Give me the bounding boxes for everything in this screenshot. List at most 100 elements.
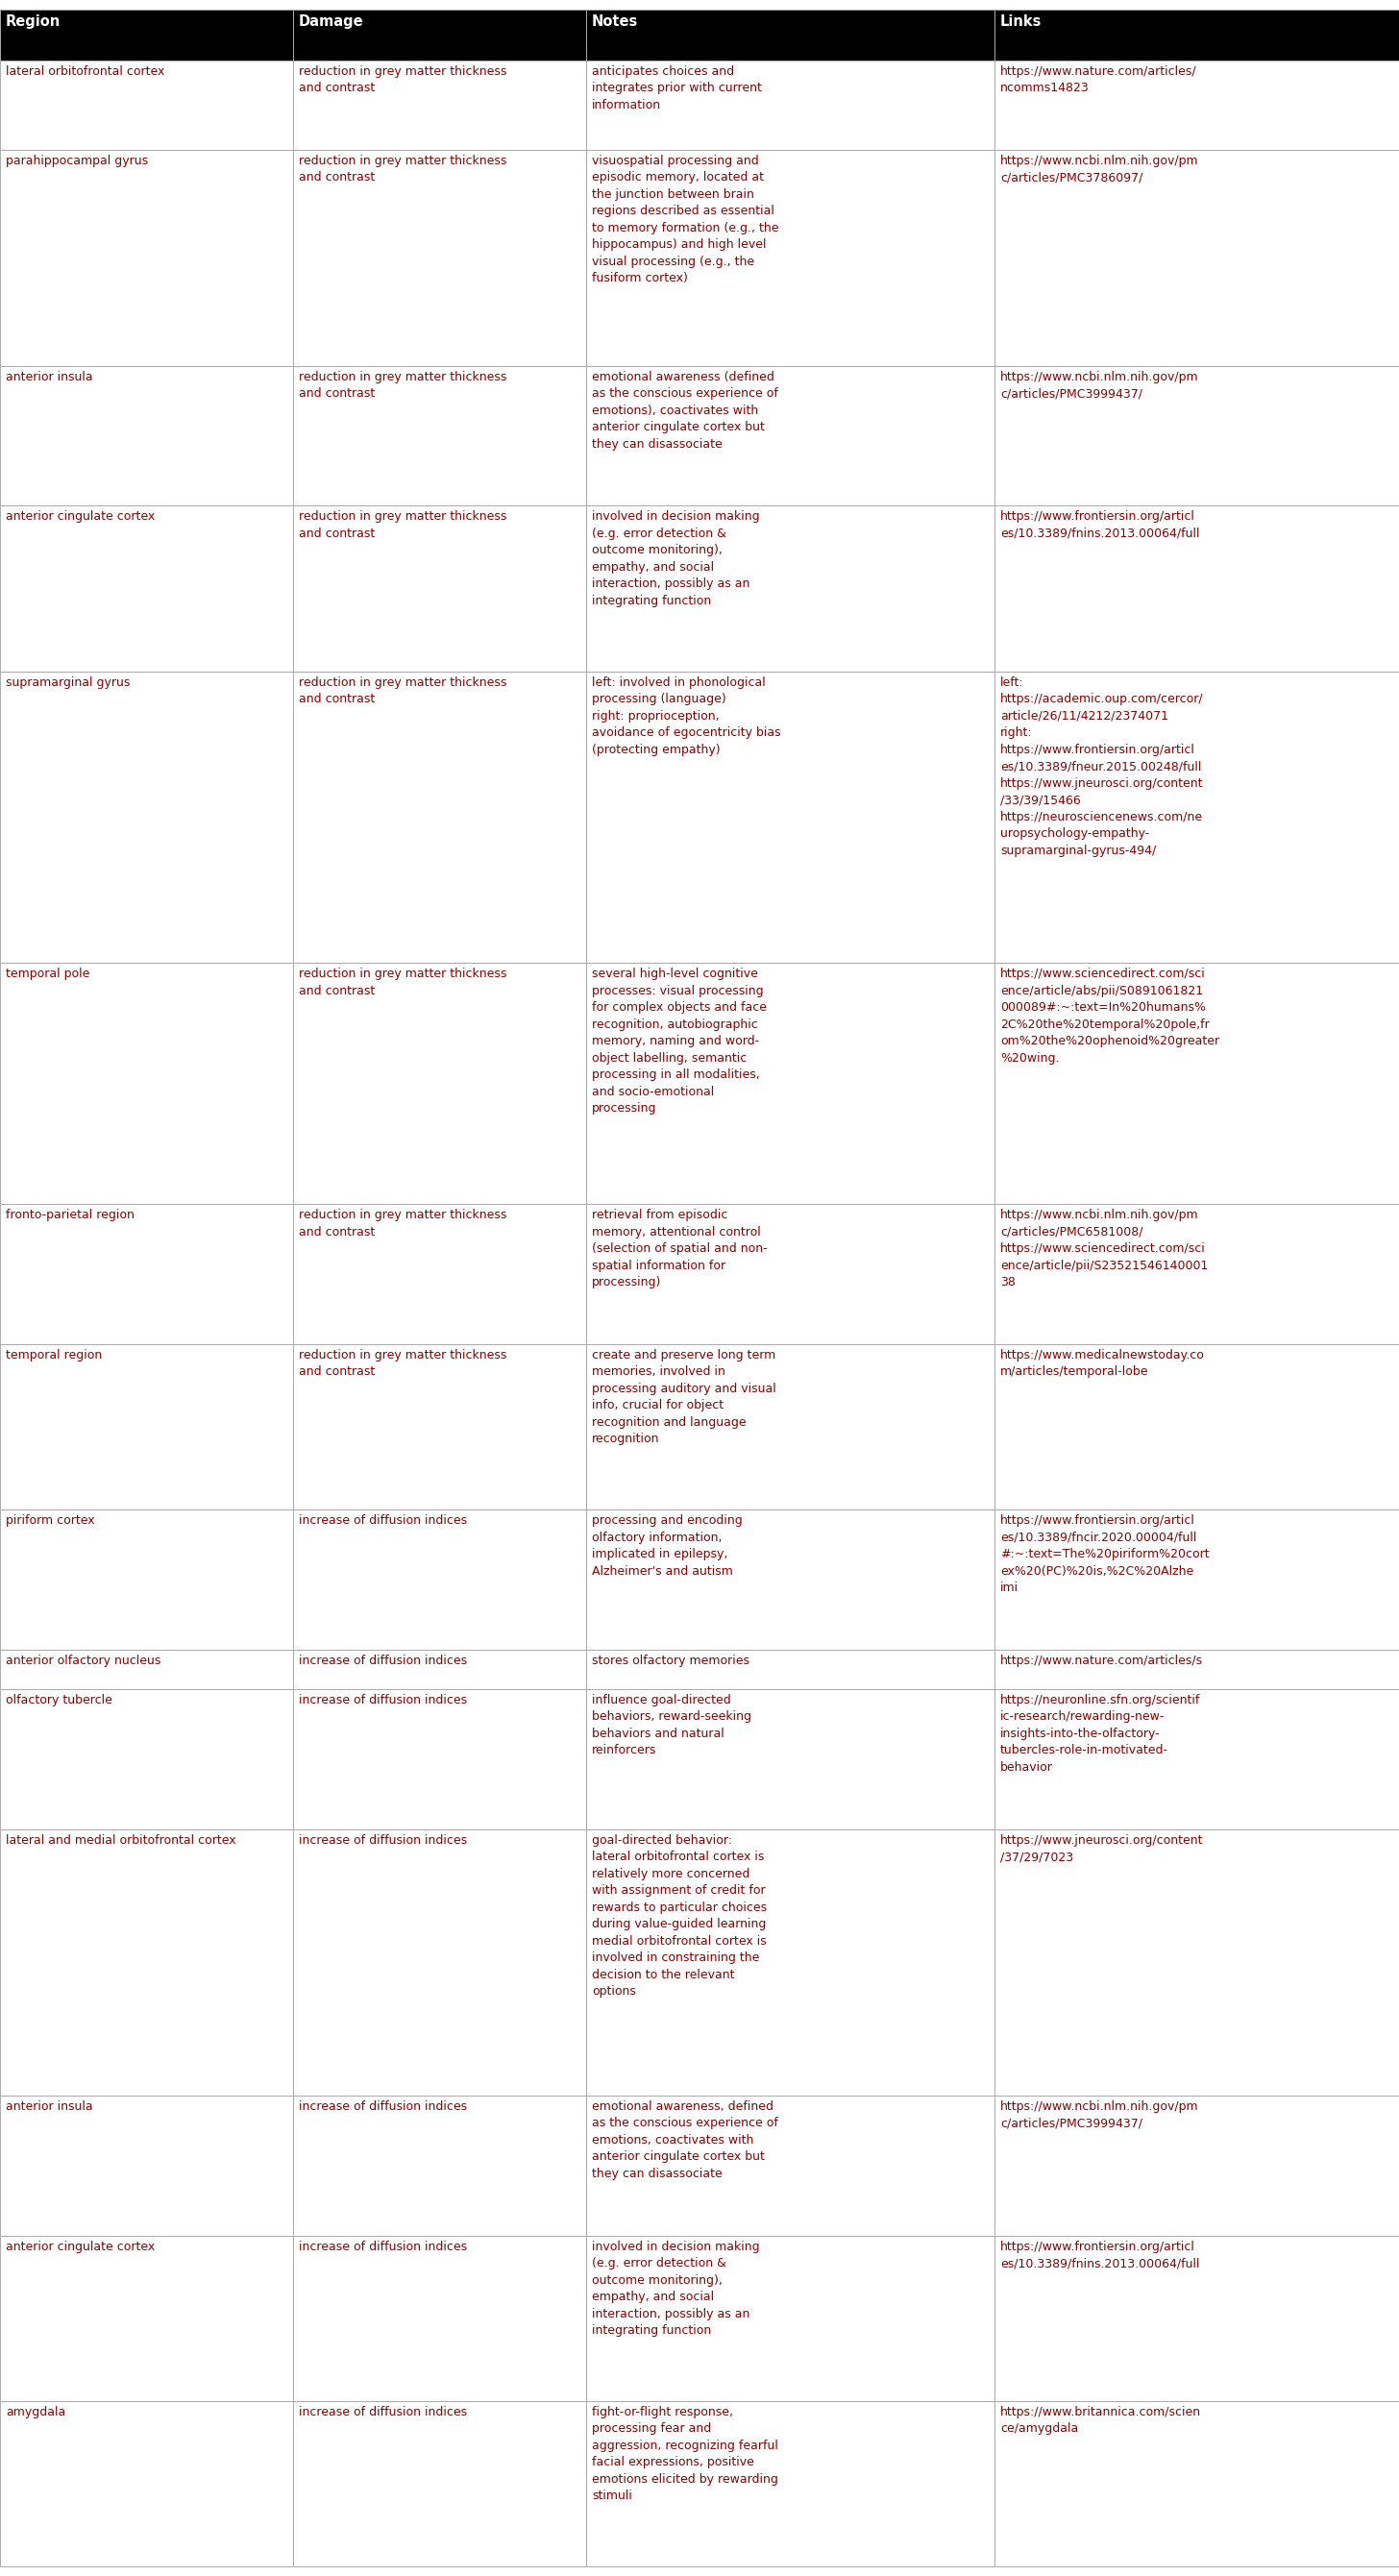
Text: https://www.frontiersin.org/articl
es/10.3389/fnins.2013.00064/full: https://www.frontiersin.org/articl es/10…: [1000, 510, 1199, 541]
Text: https://www.frontiersin.org/articl
es/10.3389/fncir.2020.00004/full
#:~:text=The: https://www.frontiersin.org/articl es/10…: [1000, 1515, 1209, 1595]
Text: temporal pole: temporal pole: [6, 969, 90, 979]
Text: https://neuronline.sfn.org/scientif
ic-research/rewarding-new-
insights-into-the: https://neuronline.sfn.org/scientif ic-r…: [1000, 1692, 1200, 1772]
Text: increase of diffusion indices: increase of diffusion indices: [299, 1834, 467, 1847]
Text: reduction in grey matter thickness
and contrast: reduction in grey matter thickness and c…: [299, 155, 506, 183]
Bar: [0, 1345, 292, 1510]
Text: fronto-parietal region: fronto-parietal region: [6, 1208, 134, 1221]
Text: reduction in grey matter thickness
and contrast: reduction in grey matter thickness and c…: [299, 969, 506, 997]
Text: anticipates choices and
integrates prior with current
information: anticipates choices and integrates prior…: [592, 64, 762, 111]
Text: Notes: Notes: [592, 15, 638, 28]
Text: Damage: Damage: [299, 15, 364, 28]
Text: https://www.ncbi.nlm.nih.gov/pm
c/articles/PMC3786097/: https://www.ncbi.nlm.nih.gov/pm c/articl…: [1000, 155, 1199, 183]
Bar: [292, 1345, 586, 1510]
Bar: [995, 149, 1399, 366]
Text: anterior cingulate cortex: anterior cingulate cortex: [6, 2241, 155, 2254]
Text: retrieval from episodic
memory, attentional control
(selection of spatial and no: retrieval from episodic memory, attentio…: [592, 1208, 768, 1288]
Text: temporal region: temporal region: [6, 1350, 102, 1363]
Bar: [292, 2094, 586, 2236]
Bar: [0, 10, 292, 59]
Text: create and preserve long term
memories, involved in
processing auditory and visu: create and preserve long term memories, …: [592, 1350, 776, 1445]
Bar: [0, 2236, 292, 2401]
Bar: [586, 2401, 995, 2566]
Bar: [292, 1829, 586, 2094]
Text: https://www.ncbi.nlm.nih.gov/pm
c/articles/PMC6581008/
https://www.sciencedirect: https://www.ncbi.nlm.nih.gov/pm c/articl…: [1000, 1208, 1209, 1288]
Text: supramarginal gyrus: supramarginal gyrus: [6, 675, 130, 688]
Bar: [586, 672, 995, 963]
Text: increase of diffusion indices: increase of diffusion indices: [299, 2241, 467, 2254]
Bar: [586, 963, 995, 1203]
Bar: [0, 1690, 292, 1829]
Bar: [995, 10, 1399, 59]
Text: involved in decision making
(e.g. error detection &
outcome monitoring),
empathy: involved in decision making (e.g. error …: [592, 2241, 760, 2336]
Bar: [292, 366, 586, 505]
Text: anterior cingulate cortex: anterior cingulate cortex: [6, 510, 155, 523]
Text: increase of diffusion indices: increase of diffusion indices: [299, 1654, 467, 1667]
Bar: [292, 1510, 586, 1649]
Text: fight-or-flight response,
processing fear and
aggression, recognizing fearful
fa: fight-or-flight response, processing fea…: [592, 2406, 778, 2501]
Text: several high-level cognitive
processes: visual processing
for complex objects an: several high-level cognitive processes: …: [592, 969, 767, 1115]
Text: https://www.frontiersin.org/articl
es/10.3389/fnins.2013.00064/full: https://www.frontiersin.org/articl es/10…: [1000, 2241, 1199, 2269]
Text: anterior olfactory nucleus: anterior olfactory nucleus: [6, 1654, 161, 1667]
Bar: [995, 963, 1399, 1203]
Text: reduction in grey matter thickness
and contrast: reduction in grey matter thickness and c…: [299, 675, 506, 706]
Text: piriform cortex: piriform cortex: [6, 1515, 95, 1528]
Text: lateral and medial orbitofrontal cortex: lateral and medial orbitofrontal cortex: [6, 1834, 236, 1847]
Text: amygdala: amygdala: [6, 2406, 66, 2419]
Bar: [292, 2401, 586, 2566]
Text: reduction in grey matter thickness
and contrast: reduction in grey matter thickness and c…: [299, 1208, 506, 1239]
Bar: [586, 10, 995, 59]
Bar: [586, 149, 995, 366]
Bar: [0, 149, 292, 366]
Bar: [292, 2236, 586, 2401]
Text: parahippocampal gyrus: parahippocampal gyrus: [6, 155, 148, 167]
Bar: [995, 2401, 1399, 2566]
Bar: [995, 1510, 1399, 1649]
Text: Region: Region: [6, 15, 60, 28]
Text: lateral orbitofrontal cortex: lateral orbitofrontal cortex: [6, 64, 165, 77]
Text: https://www.nature.com/articles/s: https://www.nature.com/articles/s: [1000, 1654, 1203, 1667]
Bar: [292, 59, 586, 149]
Text: increase of diffusion indices: increase of diffusion indices: [299, 1515, 467, 1528]
Text: increase of diffusion indices: increase of diffusion indices: [299, 2099, 467, 2112]
Text: emotional awareness, defined
as the conscious experience of
emotions, coactivate: emotional awareness, defined as the cons…: [592, 2099, 778, 2179]
Bar: [586, 1345, 995, 1510]
Text: left:
https://academic.oup.com/cercor/
article/26/11/4212/2374071
right:
https:/: left: https://academic.oup.com/cercor/ a…: [1000, 675, 1203, 858]
Text: https://www.britannica.com/scien
ce/amygdala: https://www.britannica.com/scien ce/amyg…: [1000, 2406, 1202, 2434]
Bar: [586, 1649, 995, 1690]
Text: reduction in grey matter thickness
and contrast: reduction in grey matter thickness and c…: [299, 1350, 506, 1378]
Bar: [995, 366, 1399, 505]
Bar: [0, 1203, 292, 1345]
Bar: [995, 1829, 1399, 2094]
Bar: [0, 1510, 292, 1649]
Bar: [995, 1345, 1399, 1510]
Bar: [586, 59, 995, 149]
Bar: [292, 1690, 586, 1829]
Text: reduction in grey matter thickness
and contrast: reduction in grey matter thickness and c…: [299, 371, 506, 399]
Bar: [995, 1690, 1399, 1829]
Text: Links: Links: [1000, 15, 1042, 28]
Bar: [586, 1203, 995, 1345]
Bar: [0, 366, 292, 505]
Text: reduction in grey matter thickness
and contrast: reduction in grey matter thickness and c…: [299, 510, 506, 541]
Bar: [995, 1649, 1399, 1690]
Text: involved in decision making
(e.g. error detection &
outcome monitoring),
empathy: involved in decision making (e.g. error …: [592, 510, 760, 608]
Bar: [0, 59, 292, 149]
Text: https://www.ncbi.nlm.nih.gov/pm
c/articles/PMC3999437/: https://www.ncbi.nlm.nih.gov/pm c/articl…: [1000, 2099, 1199, 2130]
Text: olfactory tubercle: olfactory tubercle: [6, 1692, 112, 1705]
Text: https://www.nature.com/articles/
ncomms14823: https://www.nature.com/articles/ ncomms1…: [1000, 64, 1198, 95]
Text: https://www.jneurosci.org/content
/37/29/7023: https://www.jneurosci.org/content /37/29…: [1000, 1834, 1203, 1862]
Bar: [292, 672, 586, 963]
Bar: [995, 672, 1399, 963]
Text: influence goal-directed
behaviors, reward-seeking
behaviors and natural
reinforc: influence goal-directed behaviors, rewar…: [592, 1692, 751, 1757]
Bar: [292, 963, 586, 1203]
Bar: [586, 2236, 995, 2401]
Bar: [292, 505, 586, 672]
Bar: [586, 1829, 995, 2094]
Text: anterior insula: anterior insula: [6, 2099, 92, 2112]
Bar: [995, 2236, 1399, 2401]
Bar: [0, 1649, 292, 1690]
Bar: [292, 10, 586, 59]
Bar: [586, 505, 995, 672]
Text: processing and encoding
olfactory information,
implicated in epilepsy,
Alzheimer: processing and encoding olfactory inform…: [592, 1515, 743, 1577]
Text: https://www.ncbi.nlm.nih.gov/pm
c/articles/PMC3999437/: https://www.ncbi.nlm.nih.gov/pm c/articl…: [1000, 371, 1199, 399]
